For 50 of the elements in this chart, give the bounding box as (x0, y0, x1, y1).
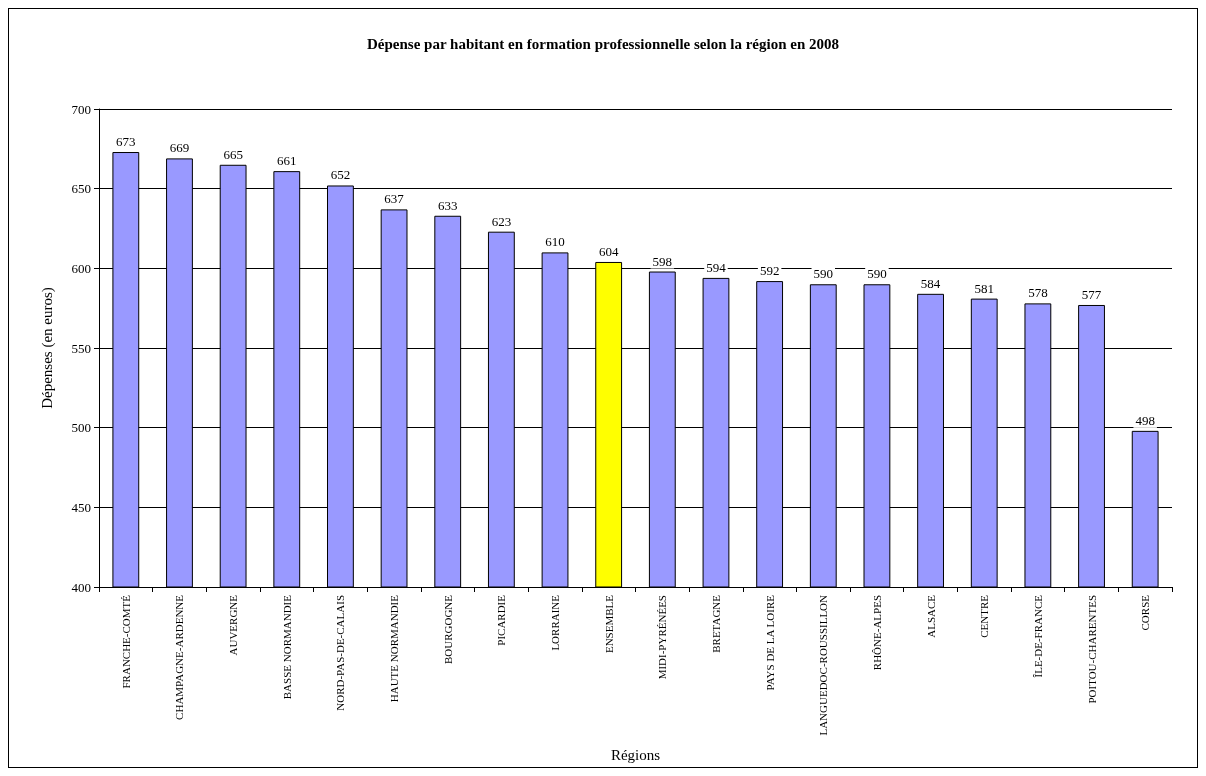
x-tick-label: NORD-PAS-DE-CALAIS (334, 595, 347, 711)
data-label: 661 (277, 153, 297, 169)
data-label: 598 (652, 253, 673, 269)
data-label: 610 (545, 234, 565, 250)
y-tick-label: 450 (71, 499, 91, 515)
data-label: 577 (1081, 286, 1102, 302)
data-label: 652 (330, 167, 351, 183)
x-tick-label: AUVERGNE (227, 594, 240, 656)
x-tick-label: FRANCHE-COMTÉ (119, 594, 132, 689)
x-tick-label: BASSE NORMANDIE (280, 594, 293, 700)
data-label: 578 (1028, 285, 1048, 301)
x-tick-label: LORRAINE (549, 594, 562, 651)
data-label: 498 (1135, 412, 1155, 428)
x-tick-label: LANGUEDOC-ROUSSILLON (817, 594, 830, 736)
data-label: 592 (759, 263, 780, 279)
y-tick-label: 500 (71, 420, 91, 436)
data-label: 623 (491, 213, 512, 229)
data-label: 594 (706, 259, 727, 275)
x-tick-label: PAYS DE LA LOIRE (763, 594, 776, 691)
x-tick-label: ENSEMBLE (602, 594, 615, 654)
x-tick-label: MIDI-PYRÉNÉES (656, 595, 669, 680)
x-tick-label: HAUTE NORMANDIE (388, 594, 401, 703)
x-tick-label: BOURGOGNE (441, 594, 454, 665)
y-tick-label: 650 (71, 181, 91, 197)
y-tick-label: 600 (71, 260, 91, 276)
y-tick-label: 400 (71, 579, 91, 595)
data-label: 665 (223, 146, 243, 162)
x-tick-label: RHÔNE-ALPES (870, 595, 883, 671)
data-label: 669 (169, 140, 190, 156)
y-tick-label: 700 (71, 101, 91, 117)
x-tick-label: PICARDIE (495, 594, 508, 646)
x-tick-label: CENTRE (978, 594, 991, 638)
data-label: 637 (384, 191, 405, 207)
x-axis-title: Régions (610, 746, 661, 763)
y-tick-label: 550 (71, 340, 91, 356)
data-label: 604 (598, 243, 619, 259)
x-tick-label: ALSACE (924, 594, 937, 638)
x-tick-label: BRETAGNE (709, 594, 722, 653)
x-tick-label: CORSE (1139, 594, 1152, 631)
data-label: 590 (867, 266, 887, 282)
y-axis-title: Dépenses (en euros) (38, 287, 56, 409)
data-label: 673 (116, 134, 136, 150)
x-tick-label: ÎLE-DE-FRANCE (1031, 594, 1044, 678)
data-label: 590 (813, 266, 834, 282)
data-label: 633 (437, 197, 458, 213)
x-tick-label: POITOU-CHARENTES (1085, 595, 1098, 704)
chart-title: Dépense par habitant en formation professionnelle selon la région en 2008 (367, 35, 839, 52)
x-tick-label: CHAMPAGNE-ARDENNE (173, 594, 186, 720)
data-label: 581 (974, 280, 994, 296)
data-label: 584 (920, 275, 941, 291)
